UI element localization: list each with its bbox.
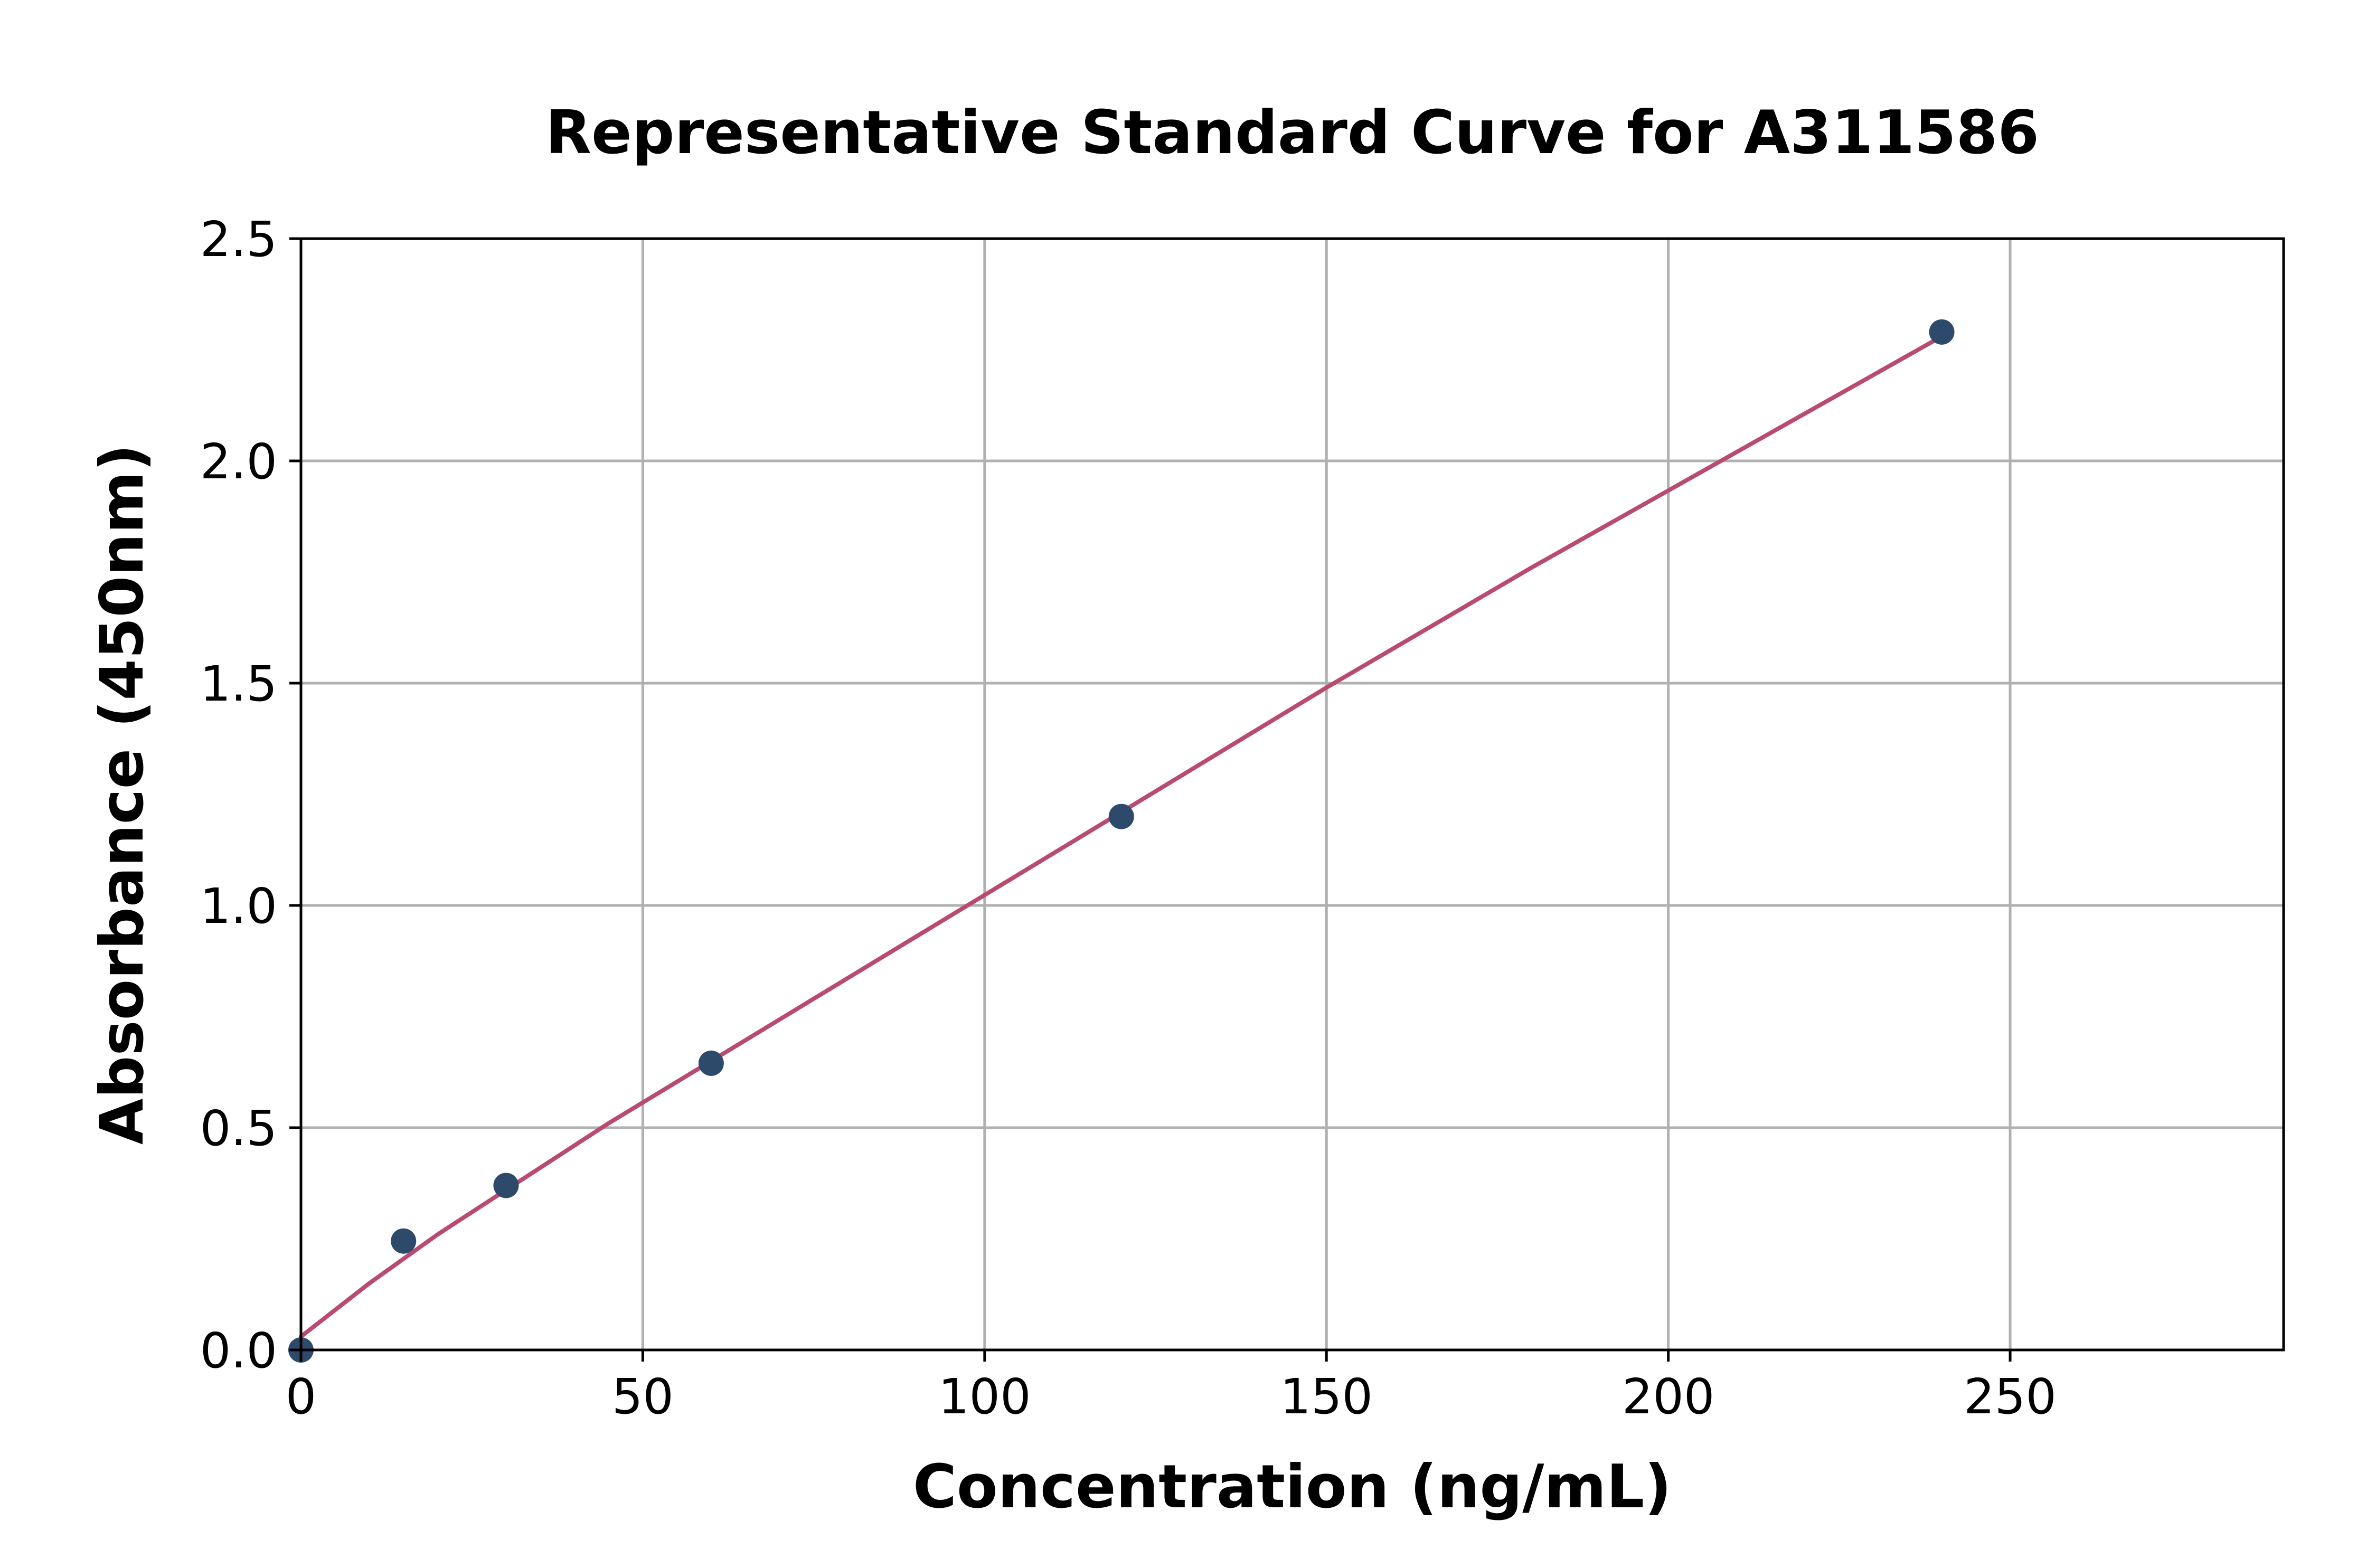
chart-title: Representative Standard Curve for A31158…: [545, 98, 2039, 167]
x-axis-ticks: 0 50 100 150 200 250: [286, 1350, 2057, 1425]
data-point: [391, 1228, 417, 1254]
data-point: [493, 1173, 519, 1198]
x-tick-label: 150: [1280, 1368, 1373, 1425]
y-tick-label: 2.5: [200, 211, 277, 268]
x-tick-label: 50: [612, 1368, 674, 1425]
data-point: [1929, 319, 1955, 345]
x-axis-label: Concentration (ng/mL): [913, 1452, 1672, 1522]
plot-area-frame: [299, 237, 2285, 1352]
fit-curve-layer: [299, 334, 1944, 1339]
grid-lines: [299, 237, 2284, 1352]
y-tick-label: 1.5: [200, 656, 277, 712]
x-tick-label: 0: [286, 1368, 317, 1425]
fit-curve-line: [299, 334, 1944, 1339]
y-tick-label: 2.0: [200, 433, 277, 490]
y-tick-label: 0.0: [200, 1323, 277, 1379]
y-axis-ticks: 0.0 0.5 1.0 1.5 2.0 2.5: [200, 211, 301, 1379]
x-tick-label: 200: [1622, 1368, 1715, 1425]
y-tick-label: 0.5: [200, 1100, 277, 1157]
y-axis-label: Absorbance (450nm): [87, 444, 157, 1145]
data-point: [698, 1050, 724, 1076]
data-points-layer: [288, 319, 1955, 1363]
x-tick-label: 100: [938, 1368, 1031, 1425]
y-tick-label: 1.0: [200, 878, 277, 934]
data-point: [1108, 804, 1134, 829]
x-tick-label: 250: [1964, 1368, 2057, 1425]
